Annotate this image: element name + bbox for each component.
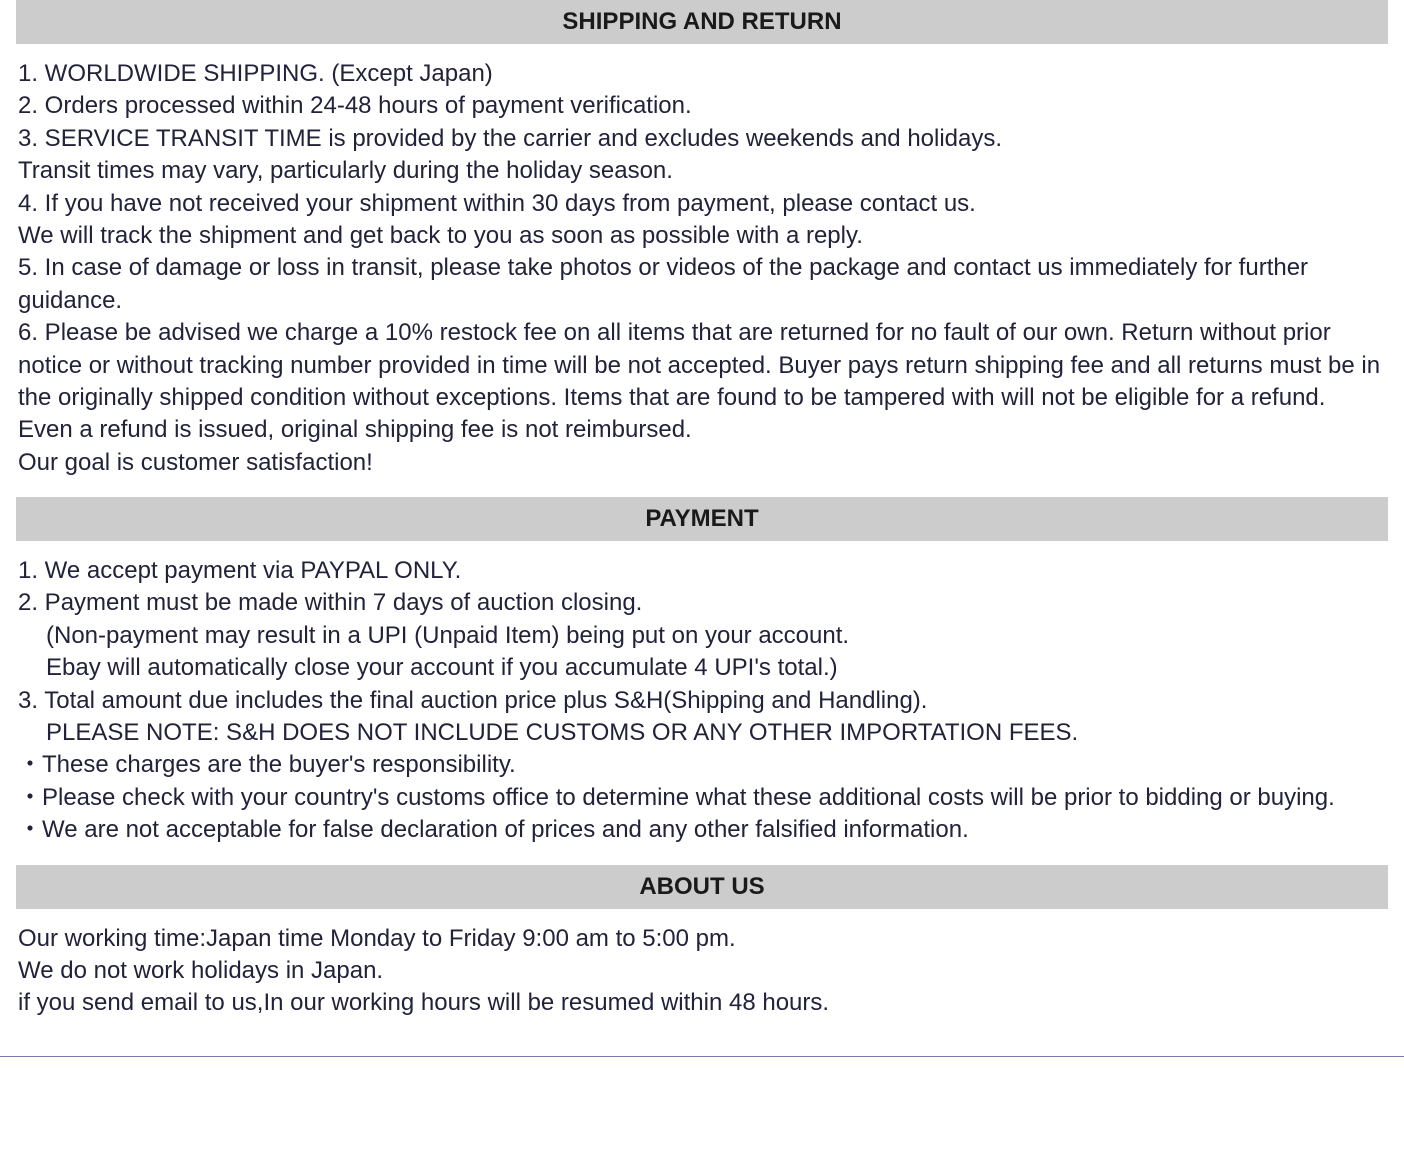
- shipping-line: 5. In case of damage or loss in transit,…: [18, 252, 1386, 317]
- about-line: if you send email to us,In our working h…: [18, 987, 1386, 1019]
- payment-line: 3. Total amount due includes the final a…: [18, 685, 1386, 717]
- payment-header: PAYMENT: [16, 497, 1388, 541]
- shipping-line: Transit times may vary, particularly dur…: [18, 155, 1386, 187]
- about-line: We do not work holidays in Japan.: [18, 955, 1386, 987]
- shipping-line: 4. If you have not received your shipmen…: [18, 188, 1386, 220]
- payment-line: ・Please check with your country's custom…: [18, 782, 1386, 814]
- shipping-line: Our goal is customer satisfaction!: [18, 447, 1386, 479]
- payment-line: (Non-payment may result in a UPI (Unpaid…: [18, 620, 1386, 652]
- payment-body: 1. We accept payment via PAYPAL ONLY. 2.…: [18, 541, 1386, 865]
- shipping-line: 2. Orders processed within 24-48 hours o…: [18, 90, 1386, 122]
- bottom-rule: [0, 1056, 1404, 1057]
- about-body: Our working time:Japan time Monday to Fr…: [18, 909, 1386, 1038]
- shipping-body: 1. WORLDWIDE SHIPPING. (Except Japan) 2.…: [18, 44, 1386, 497]
- about-header: ABOUT US: [16, 865, 1388, 909]
- payment-line: ・These charges are the buyer's responsib…: [18, 749, 1386, 781]
- shipping-header: SHIPPING AND RETURN: [16, 0, 1388, 44]
- payment-line: 2. Payment must be made within 7 days of…: [18, 587, 1386, 619]
- shipping-line: 1. WORLDWIDE SHIPPING. (Except Japan): [18, 58, 1386, 90]
- payment-line: Ebay will automatically close your accou…: [18, 652, 1386, 684]
- about-line: Our working time:Japan time Monday to Fr…: [18, 923, 1386, 955]
- shipping-line: 6. Please be advised we charge a 10% res…: [18, 317, 1386, 447]
- document-container: SHIPPING AND RETURN 1. WORLDWIDE SHIPPIN…: [0, 0, 1404, 1056]
- shipping-line: We will track the shipment and get back …: [18, 220, 1386, 252]
- shipping-line: 3. SERVICE TRANSIT TIME is provided by t…: [18, 123, 1386, 155]
- payment-line: 1. We accept payment via PAYPAL ONLY.: [18, 555, 1386, 587]
- payment-line: ・We are not acceptable for false declara…: [18, 814, 1386, 846]
- payment-line: PLEASE NOTE: S&H DOES NOT INCLUDE CUSTOM…: [18, 717, 1386, 749]
